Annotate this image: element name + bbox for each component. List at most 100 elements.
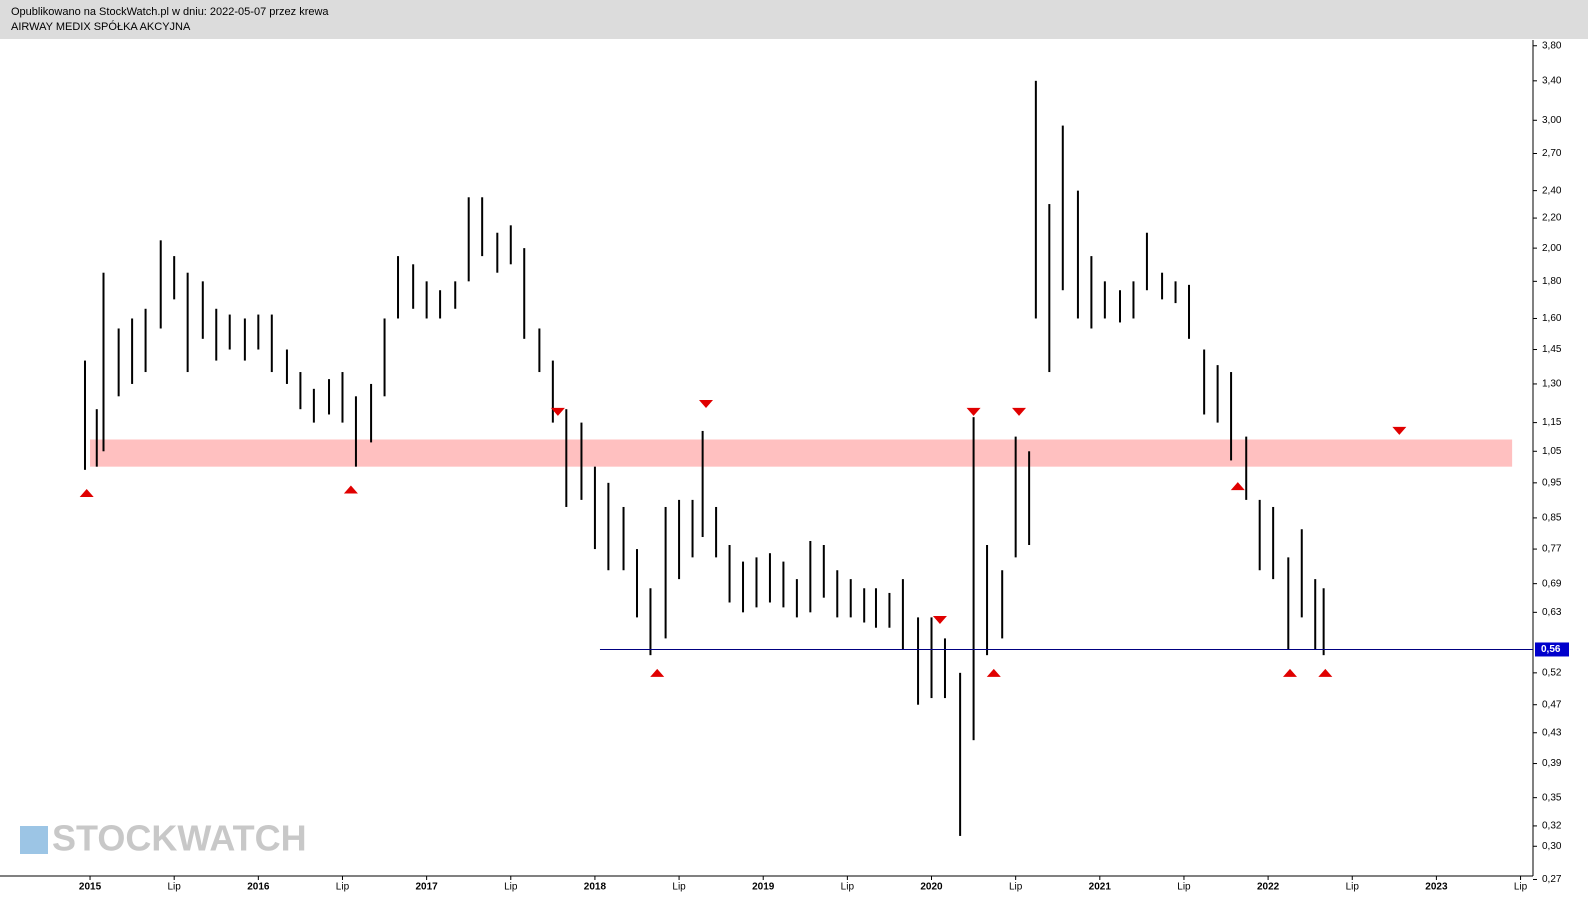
price-bar xyxy=(467,197,470,282)
x-tick-label: Lip xyxy=(336,882,350,893)
price-bar xyxy=(523,248,526,339)
x-tick-label: Lip xyxy=(1009,882,1023,893)
price-bar xyxy=(1145,232,1148,291)
price-label-box xyxy=(1535,642,1569,657)
price-bar xyxy=(1203,349,1206,415)
price-bar xyxy=(849,579,852,618)
signal-marker xyxy=(1392,426,1407,435)
price-bar xyxy=(1103,281,1106,319)
x-tick-label: 2022 xyxy=(1257,882,1280,893)
x-tick-label: Lip xyxy=(504,882,518,893)
price-bar xyxy=(1258,499,1261,571)
y-tick-label: 3,00 xyxy=(1542,115,1562,126)
price-bar xyxy=(622,506,625,571)
signal-marker xyxy=(1318,668,1333,677)
x-tick-label: 2023 xyxy=(1425,882,1448,893)
x-tick-label: 2021 xyxy=(1089,882,1112,893)
signal-marker xyxy=(550,407,565,416)
price-bar xyxy=(701,430,704,538)
price-bar xyxy=(186,272,189,373)
price-bar xyxy=(930,617,933,699)
price-bar xyxy=(678,499,681,580)
y-tick-label: 1,45 xyxy=(1542,344,1562,355)
price-bar xyxy=(1245,436,1248,500)
price-bar xyxy=(822,545,825,598)
price-bar xyxy=(312,388,315,423)
signal-marker xyxy=(698,399,713,408)
price-bar xyxy=(215,308,218,361)
price-bar xyxy=(607,482,610,571)
price-bar xyxy=(580,422,583,500)
support-zone xyxy=(90,439,1513,467)
y-tick-label: 2,20 xyxy=(1542,213,1562,224)
price-bar xyxy=(888,592,891,628)
y-tick-label: 2,00 xyxy=(1542,243,1562,254)
y-tick-label: 2,40 xyxy=(1542,185,1562,196)
x-tick-label: 2017 xyxy=(416,882,439,893)
y-tick-label: 0,39 xyxy=(1542,758,1562,769)
price-bar xyxy=(1188,284,1191,339)
x-tick-label: Lip xyxy=(1177,882,1191,893)
price-bar xyxy=(1161,272,1164,300)
price-bar xyxy=(836,570,839,618)
y-tick-label: 0,47 xyxy=(1542,699,1562,710)
price-bar xyxy=(144,308,147,373)
price-bar xyxy=(538,328,541,373)
y-tick-label: 0,77 xyxy=(1542,544,1562,555)
price-bar xyxy=(635,549,638,618)
price-bar xyxy=(593,466,596,550)
price-bar xyxy=(551,360,554,423)
y-tick-label: 1,05 xyxy=(1542,446,1562,457)
price-bar xyxy=(159,240,162,329)
price-bar xyxy=(201,281,204,339)
y-tick-label: 0,52 xyxy=(1542,667,1562,678)
price-bar xyxy=(173,256,176,300)
y-tick-label: 0,32 xyxy=(1542,821,1562,832)
price-bar xyxy=(809,540,812,613)
y-tick-label: 0,63 xyxy=(1542,607,1562,618)
price-bar xyxy=(1090,256,1093,329)
price-bar xyxy=(1014,436,1017,558)
price-bar xyxy=(768,553,771,603)
price-bar xyxy=(691,499,694,558)
signal-marker xyxy=(343,485,358,494)
x-tick-label: Lip xyxy=(1514,882,1528,893)
price-bar xyxy=(383,318,386,397)
signal-marker xyxy=(932,615,947,624)
y-tick-label: 0,35 xyxy=(1542,792,1562,803)
company-name: AIRWAY MEDIX SPÓŁKA AKCYJNA xyxy=(11,20,191,33)
price-bar xyxy=(341,372,344,423)
price-bar xyxy=(83,360,86,470)
price-bar xyxy=(228,314,231,350)
price-bar xyxy=(1001,570,1004,639)
y-tick-label: 0,95 xyxy=(1542,477,1562,488)
price-bar xyxy=(1272,506,1275,580)
price-bar xyxy=(986,545,989,656)
signal-marker xyxy=(650,668,665,677)
y-tick-label: 3,80 xyxy=(1542,40,1562,51)
price-bar xyxy=(1061,125,1064,291)
price-bar xyxy=(1028,451,1031,546)
y-tick-label: 0,27 xyxy=(1542,874,1562,885)
price-label: 0,56 xyxy=(1541,644,1561,655)
y-tick-label: 0,85 xyxy=(1542,513,1562,524)
price-bar xyxy=(1174,281,1177,304)
y-tick-label: 1,15 xyxy=(1542,417,1562,428)
price-bar xyxy=(943,638,946,699)
header-bar xyxy=(0,0,1588,39)
price-bar xyxy=(1119,290,1122,323)
x-tick-label: 2016 xyxy=(247,882,270,893)
price-bar xyxy=(863,588,866,623)
price-bar xyxy=(496,232,499,273)
price-bar xyxy=(370,383,373,443)
signal-marker xyxy=(1230,482,1245,491)
price-bar xyxy=(257,314,260,350)
price-bar xyxy=(1034,80,1037,319)
price-bar xyxy=(795,579,798,618)
price-bar xyxy=(439,290,442,319)
price-bar xyxy=(755,557,758,608)
price-bar xyxy=(397,256,400,319)
x-tick-label: 2019 xyxy=(752,882,775,893)
price-bar xyxy=(649,588,652,656)
